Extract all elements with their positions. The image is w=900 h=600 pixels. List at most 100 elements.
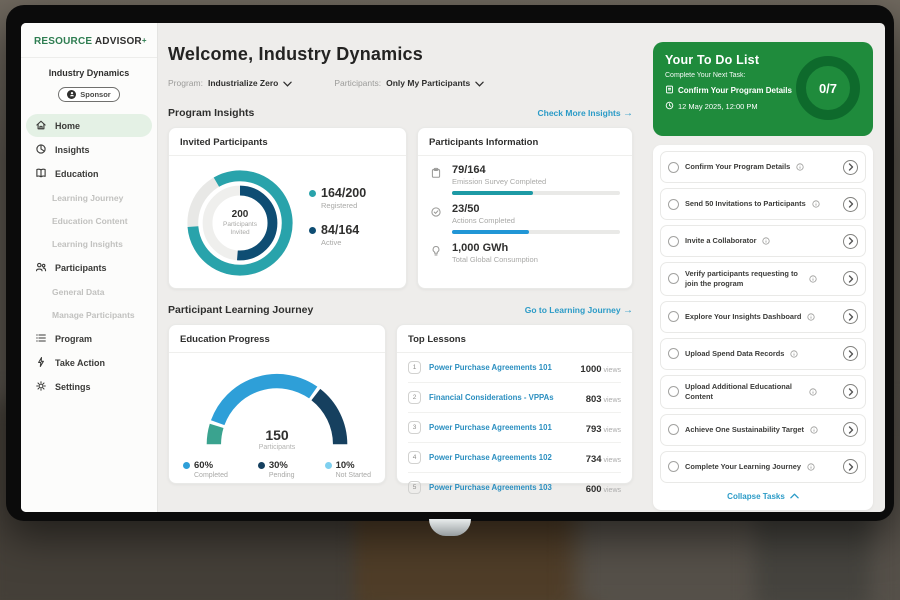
sidebar-item-insights[interactable]: Insights bbox=[26, 138, 152, 161]
registered-value: 164/200 bbox=[321, 186, 367, 200]
checkbox-circle[interactable] bbox=[668, 311, 679, 323]
info-icon bbox=[807, 308, 815, 326]
bulb-icon bbox=[430, 242, 444, 264]
chevron-right-icon[interactable] bbox=[843, 422, 858, 438]
todo-progress-ring: 0/7 bbox=[796, 56, 860, 120]
task-label: Invite a Collaborator bbox=[685, 236, 757, 245]
lesson-link[interactable]: Power Purchase Agreements 103 bbox=[429, 483, 552, 492]
participants-filter[interactable]: Participants: Only My Participants bbox=[334, 74, 484, 92]
lesson-link[interactable]: Power Purchase Agreements 101 bbox=[429, 363, 552, 372]
chevron-right-icon[interactable] bbox=[843, 309, 858, 325]
views-suffix: views bbox=[601, 456, 621, 464]
task-label: Upload Additional Educational Content bbox=[685, 381, 792, 401]
sidebar-item-program[interactable]: Program bbox=[26, 327, 152, 350]
lesson-link[interactable]: Financial Considerations - VPPAs bbox=[429, 393, 554, 402]
chevron-right-icon[interactable] bbox=[843, 271, 858, 287]
arrow-right-icon: → bbox=[623, 107, 633, 119]
sidebar-item-label: Participants bbox=[55, 262, 107, 273]
views-count: 734 bbox=[585, 453, 602, 465]
participants-filter-label: Participants: bbox=[334, 78, 382, 88]
app-logo: RESOURCE ADVISOR+ bbox=[21, 23, 157, 58]
sidebar-item-label: Learning Insights bbox=[52, 238, 123, 249]
checkbox-circle[interactable] bbox=[668, 161, 679, 173]
rank-badge: 3 bbox=[408, 421, 421, 434]
chevron-right-icon[interactable] bbox=[843, 384, 858, 400]
sidebar-item-learning-journey[interactable]: Learning Journey bbox=[21, 186, 157, 209]
sidebar-item-education[interactable]: Education bbox=[26, 162, 152, 185]
sidebar-item-home[interactable]: Home bbox=[26, 114, 152, 137]
pending-dot bbox=[257, 462, 265, 469]
sidebar-item-label: Learning Journey bbox=[52, 192, 124, 203]
progress-fill bbox=[452, 230, 530, 234]
stat-value: 23/50 bbox=[452, 203, 480, 215]
stat-value: 1,000 GWh bbox=[452, 242, 509, 254]
task-label: Complete Your Learning Journey bbox=[685, 461, 801, 471]
lesson-link[interactable]: Power Purchase Agreements 101 bbox=[429, 423, 552, 432]
task-row-send-invitations[interactable]: Send 50 Invitations to Participants bbox=[660, 188, 866, 220]
education-progress-card: Education Progress 150 Participants bbox=[168, 324, 386, 484]
chevron-right-icon[interactable] bbox=[843, 196, 858, 212]
go-to-learning-journey-link[interactable]: Go to Learning Journey → bbox=[525, 305, 633, 316]
sidebar: RESOURCE ADVISOR+ Industry Dynamics Spon… bbox=[21, 23, 158, 512]
collapse-tasks-link[interactable]: Collapse Tasks bbox=[660, 488, 866, 506]
chevron-right-icon[interactable] bbox=[843, 233, 858, 249]
views-count: 793 bbox=[585, 423, 602, 435]
sidebar-item-learning-insights[interactable]: Learning Insights bbox=[21, 232, 157, 255]
sidebar-item-education-content[interactable]: Education Content bbox=[21, 209, 157, 232]
task-row-confirm-program[interactable]: Confirm Your Program Details bbox=[660, 151, 866, 183]
logo-resource: RESOURCE bbox=[34, 36, 95, 47]
checkbox-circle[interactable] bbox=[668, 198, 679, 210]
collapse-label: Collapse Tasks bbox=[727, 491, 785, 501]
program-filter[interactable]: Program: Industrialize Zero bbox=[168, 74, 293, 92]
lesson-row: 4 Power Purchase Agreements 102 734 view… bbox=[408, 443, 621, 473]
todo-subtitle: Complete Your Next Task: bbox=[665, 72, 746, 79]
not-started-label: Not Started bbox=[335, 472, 371, 479]
link-label: Go to Learning Journey bbox=[524, 304, 621, 315]
task-label: Verify participants requesting to join t… bbox=[685, 269, 798, 288]
actions-icon bbox=[430, 203, 444, 234]
chevron-right-icon[interactable] bbox=[843, 159, 858, 175]
sidebar-item-label: Program bbox=[55, 333, 93, 344]
task-row-complete-learning-journey[interactable]: Complete Your Learning Journey bbox=[660, 450, 866, 483]
checkbox-circle[interactable] bbox=[668, 424, 679, 436]
checkbox-circle[interactable] bbox=[668, 235, 679, 247]
info-icon bbox=[807, 458, 815, 476]
sidebar-item-general-data[interactable]: General Data bbox=[21, 280, 157, 303]
sidebar-nav: Home Insights Education Learning Journey… bbox=[21, 114, 157, 398]
checkbox-circle[interactable] bbox=[668, 348, 679, 360]
checkbox-circle[interactable] bbox=[668, 273, 679, 285]
task-row-invite-collaborator[interactable]: Invite a Collaborator bbox=[660, 225, 866, 257]
lesson-link[interactable]: Power Purchase Agreements 102 bbox=[429, 453, 552, 462]
sidebar-item-manage-participants[interactable]: Manage Participants bbox=[21, 303, 157, 326]
task-row-verify-participants[interactable]: Verify participants requesting to join t… bbox=[660, 262, 866, 296]
monitor-bezel: RESOURCE ADVISOR+ Industry Dynamics Spon… bbox=[6, 5, 894, 521]
registered-dot bbox=[309, 189, 316, 197]
todo-due-date: 12 May 2025, 12:00 PM bbox=[678, 102, 758, 111]
lesson-row: 5 Power Purchase Agreements 103 600 view… bbox=[408, 473, 621, 502]
views-suffix: views bbox=[601, 426, 621, 434]
doc-icon bbox=[665, 85, 674, 96]
checkbox-circle[interactable] bbox=[668, 461, 679, 473]
task-label: Upload Spend Data Records bbox=[685, 348, 785, 358]
rank-badge: 1 bbox=[408, 361, 421, 374]
sponsor-badge[interactable]: Sponsor bbox=[58, 86, 120, 102]
task-row-upload-educational-content[interactable]: Upload Additional Educational Content bbox=[660, 374, 866, 409]
progress-fill bbox=[452, 191, 533, 195]
completed-value: 60% bbox=[194, 460, 214, 471]
task-row-upload-spend-data[interactable]: Upload Spend Data Records bbox=[660, 337, 866, 370]
sidebar-item-settings[interactable]: Settings bbox=[26, 375, 152, 398]
invited-participants-card: Invited Participants 200 bbox=[168, 127, 407, 289]
completed-label: Completed bbox=[194, 472, 228, 479]
task-row-achieve-target[interactable]: Achieve One Sustainability Target bbox=[660, 413, 866, 446]
task-row-explore-insights[interactable]: Explore Your Insights Dashboard bbox=[660, 300, 866, 333]
checkbox-circle[interactable] bbox=[668, 386, 679, 398]
sidebar-item-participants[interactable]: Participants bbox=[26, 256, 152, 279]
chevron-right-icon[interactable] bbox=[843, 459, 858, 475]
check-more-insights-link[interactable]: Check More Insights → bbox=[537, 108, 633, 119]
sidebar-item-take-action[interactable]: Take Action bbox=[26, 351, 152, 374]
chevron-right-icon[interactable] bbox=[843, 346, 858, 362]
card-title: Invited Participants bbox=[169, 128, 406, 156]
sponsor-label: Sponsor bbox=[80, 89, 111, 99]
program-filter-label: Program: bbox=[168, 78, 203, 88]
